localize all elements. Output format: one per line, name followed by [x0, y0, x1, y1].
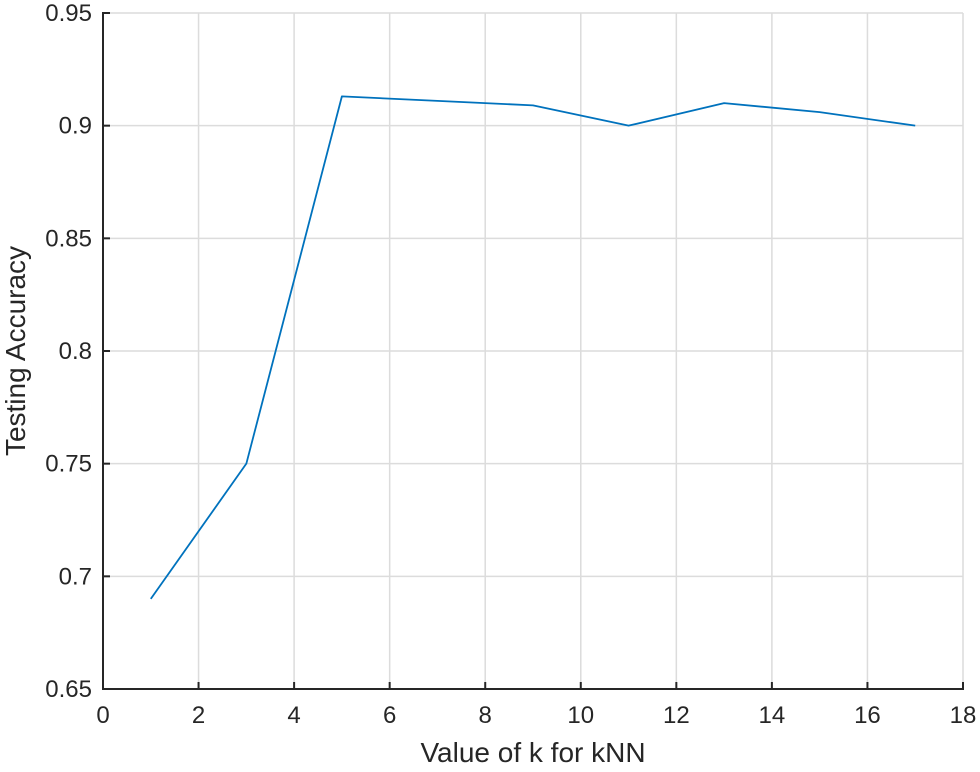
x-tick-label: 8: [479, 702, 492, 729]
y-axis-title: Testing Accuracy: [0, 245, 31, 457]
y-tick-label: 0.65: [45, 676, 92, 703]
x-tick-label: 6: [383, 702, 396, 729]
y-tick-label: 0.7: [59, 563, 92, 590]
x-tick-label: 10: [567, 702, 594, 729]
testing-accuracy-line: [150, 95, 916, 600]
y-tick-label: 0.75: [45, 451, 92, 478]
y-tick-label: 0.8: [59, 338, 92, 365]
x-tick-label: 14: [759, 702, 786, 729]
x-tick-label: 18: [950, 702, 977, 729]
x-tick-label: 12: [663, 702, 690, 729]
x-tick-label: 2: [192, 702, 205, 729]
x-tick-label: 16: [854, 702, 881, 729]
x-axis-title: Value of k for kNN: [420, 737, 646, 768]
y-tick-label: 0.9: [59, 113, 92, 140]
x-tick-label: 4: [287, 702, 300, 729]
x-tick-label: 0: [96, 702, 109, 729]
y-tick-label: 0.85: [45, 225, 92, 252]
y-tick-label: 0.95: [45, 0, 92, 27]
